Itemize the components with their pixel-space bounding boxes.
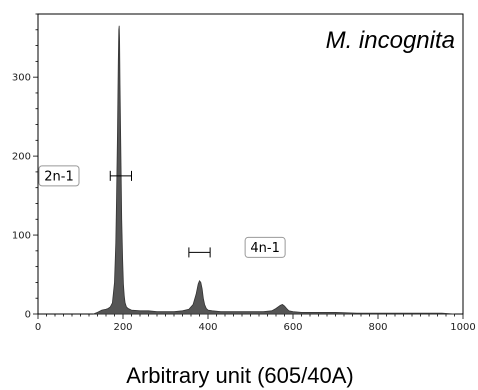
x-tick-label: 600 <box>283 322 302 333</box>
y-tick-label: 300 <box>12 73 31 84</box>
y-axis: 0 100 200 300 <box>12 13 38 321</box>
histogram-area <box>93 25 455 315</box>
y-tick-label: 0 <box>25 310 31 321</box>
x-tick-label: 0 <box>35 322 41 333</box>
gate-4n-1: 4n-1 <box>188 236 286 258</box>
y-tick-label: 100 <box>12 231 31 242</box>
x-axis: 0 200 400 600 800 1000 <box>35 314 476 333</box>
gate-label-box <box>244 236 286 258</box>
species-label: M. incognita <box>326 27 455 54</box>
y-tick-label: 200 <box>12 152 31 163</box>
gate-label: 4n-1 <box>250 241 279 256</box>
gate-label: 2n-1 <box>44 169 73 184</box>
gate-label-box <box>38 165 80 187</box>
gate-2n-1: 2n-1 <box>38 165 132 187</box>
x-tick-label: 800 <box>368 322 387 333</box>
x-axis-label: Arbitrary unit (605/40A) <box>126 363 353 388</box>
x-tick-label: 200 <box>113 322 132 333</box>
x-tick-label: 400 <box>198 322 217 333</box>
plot-frame <box>37 13 464 315</box>
x-tick-label: 1000 <box>450 322 475 333</box>
gate-markers: 2n-1 4n-1 <box>38 165 286 258</box>
